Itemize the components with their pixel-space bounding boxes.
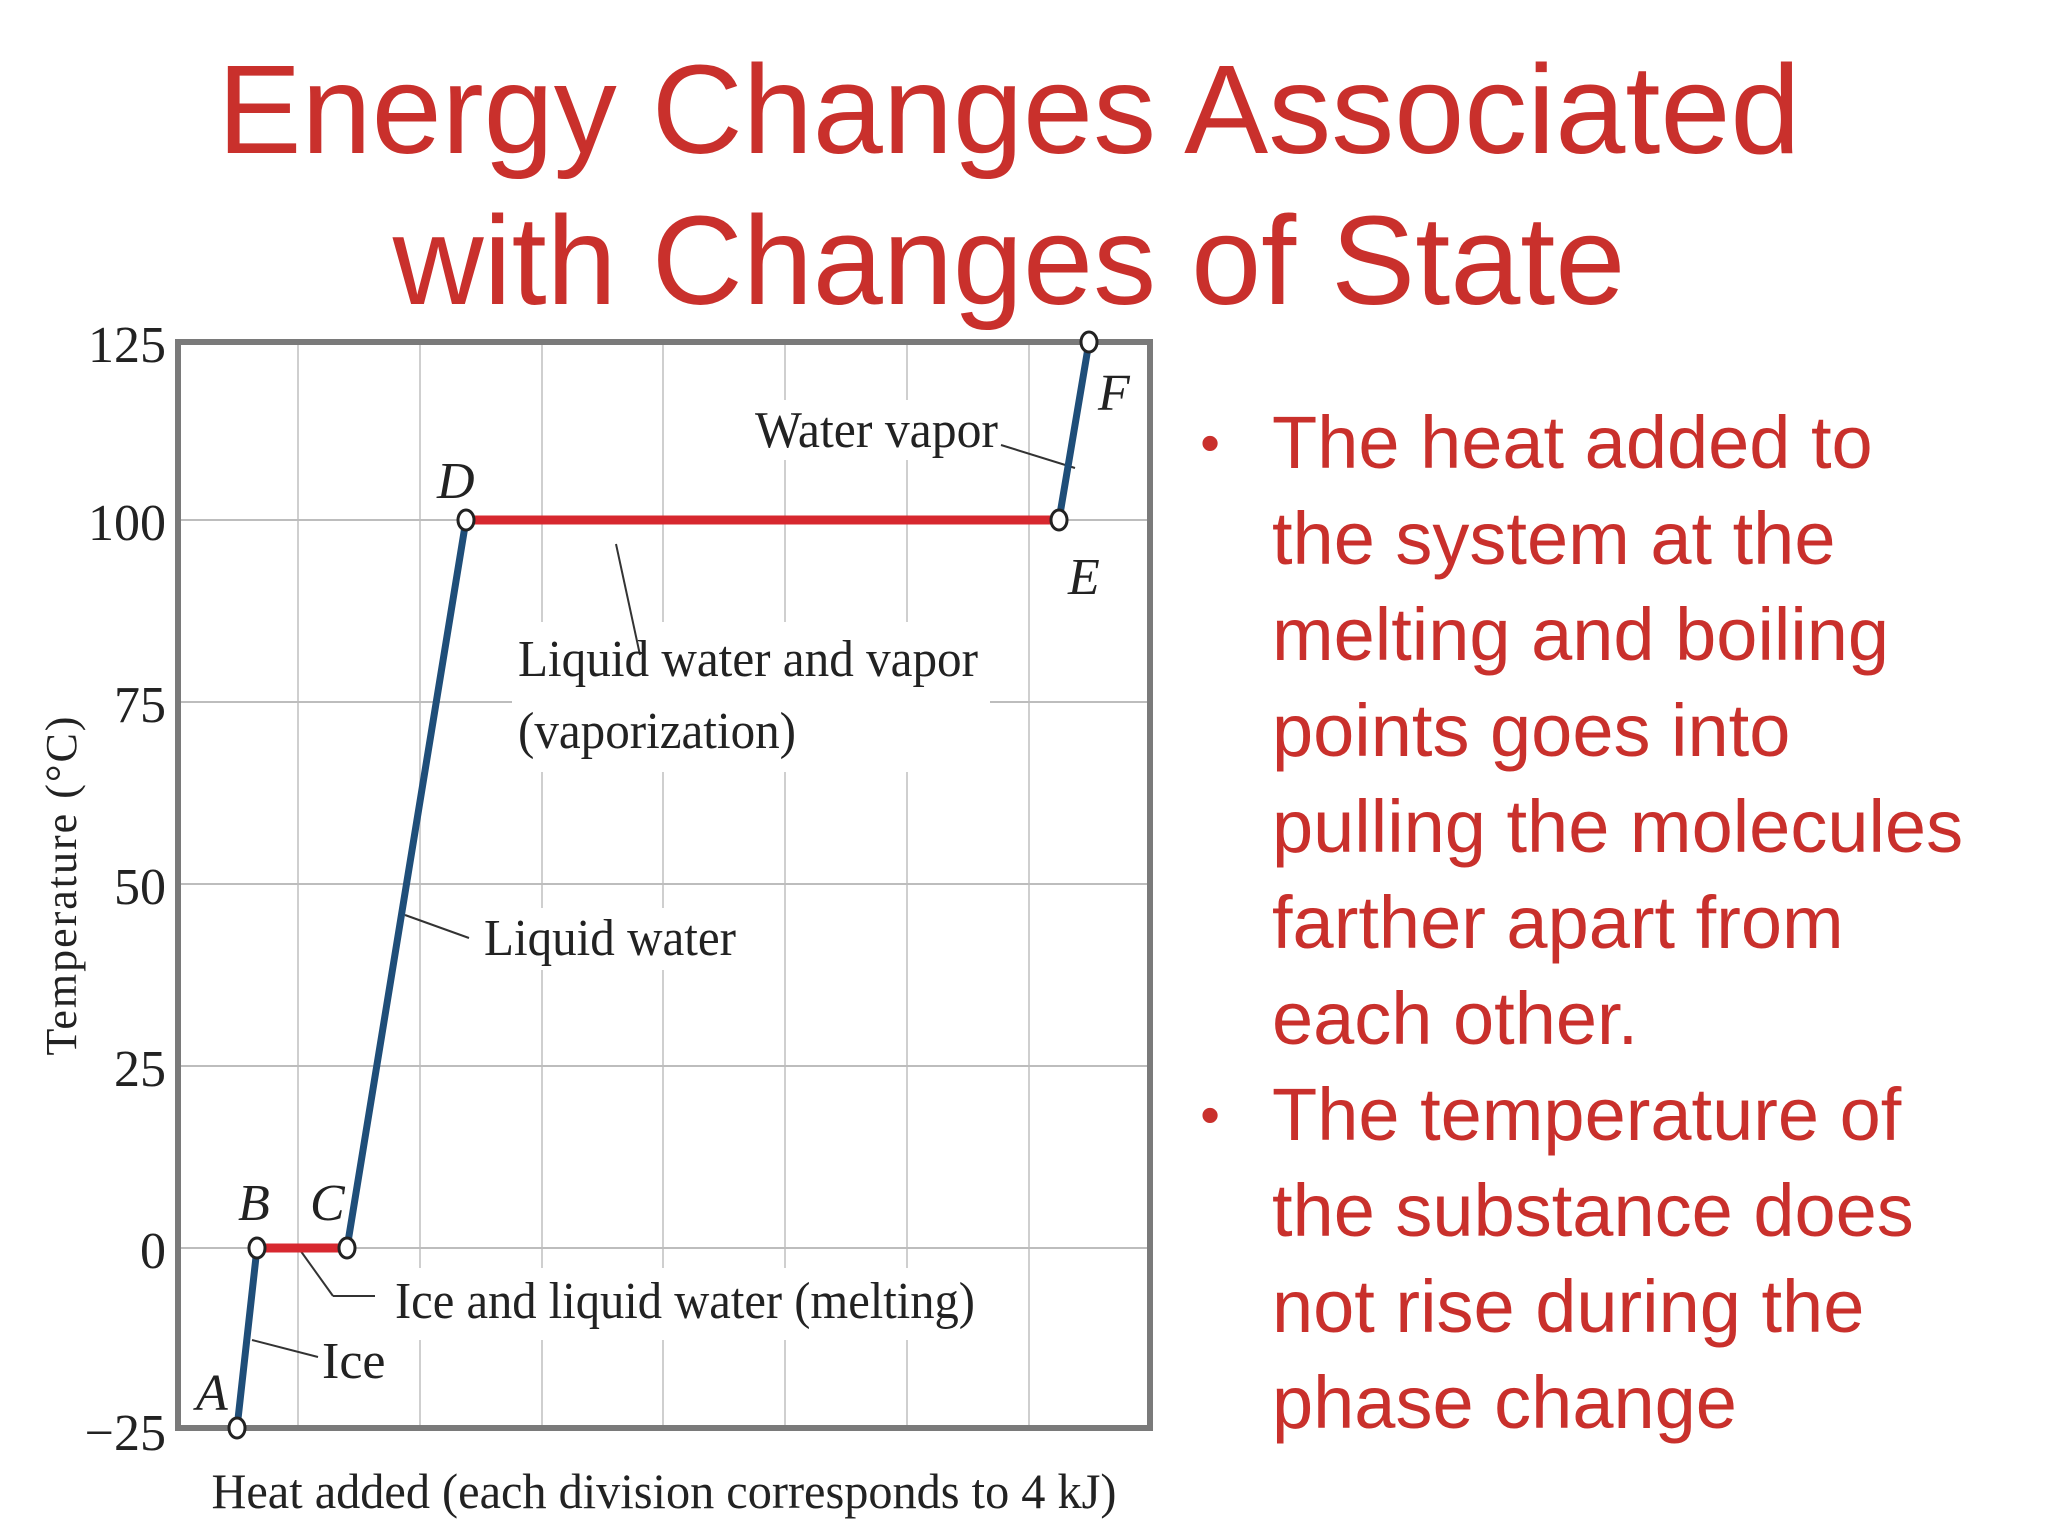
ytick-75: 75 [114,677,166,734]
bullet-2-line-4: phase change [1272,1361,1737,1444]
bullet-list: • The heat added to the system at the me… [1190,395,2040,1451]
bullet-1-line-5: pulling the molecules [1272,785,1964,868]
bullet-1-line-6: farther apart from [1272,881,1844,964]
point-f-marker [1079,330,1099,354]
segment-ice [233,1244,261,1432]
ytick-50: 50 [114,859,166,916]
point-a-marker [227,1416,247,1440]
point-b-marker [247,1236,267,1260]
bullet-2-line-1: The temperature of [1272,1073,1902,1156]
title-line-1: Energy Changes Associated [217,39,1801,180]
bullet-1-line-7: each other. [1272,977,1639,1060]
point-label-b: B [238,1175,270,1232]
segment-liquid [343,516,470,1252]
point-label-d: D [436,453,475,510]
ytick-0: 0 [140,1223,166,1280]
y-axis-title: Temperature (°C) [37,715,86,1056]
bullet-2-line-3: not rise during the [1272,1265,1865,1348]
ytick-100: 100 [88,495,166,552]
heating-curve-chart: A B C D E F 125 100 75 50 25 0 −25 Tempe… [37,317,1153,1519]
bullet-dot-icon: • [1200,1083,1220,1146]
title-line-2: with Changes of State [392,190,1626,331]
plot-frame [175,339,1153,1431]
point-label-a: A [193,1365,228,1422]
point-label-e: E [1067,549,1100,606]
heating-curve-line [233,338,1093,1432]
segment-vapor [1055,338,1093,524]
bullet-item: • The temperature of the substance does … [1190,1067,2040,1451]
point-c-marker [337,1236,357,1260]
annotation-vapor: Water vapor [755,402,998,459]
point-e-marker [1049,508,1069,532]
point-label-c: C [310,1175,346,1232]
point-label-f: F [1097,365,1131,422]
bullet-item: • The heat added to the system at the me… [1190,395,2040,1067]
point-d-marker [456,508,476,532]
ytick-125: 125 [88,317,166,374]
annotation-ice: Ice [322,1333,385,1390]
annotation-liquid: Liquid water [484,910,736,967]
annotation-melting: Ice and liquid water (melting) [395,1273,975,1330]
slide-title: Energy Changes Associated with Changes o… [0,34,2048,336]
bullet-1-line-3: melting and boiling [1272,593,1890,676]
bullet-2-line-2: the substance does [1272,1169,1914,1252]
bullet-1-line-2: the system at the [1272,497,1836,580]
bullet-1-line-4: points goes into [1272,689,1791,772]
x-axis-title: Heat added (each division corresponds to… [212,1463,1117,1519]
bullet-dot-icon: • [1200,411,1220,474]
ytick-minus25: −25 [85,1405,166,1462]
bullet-1-line-1: The heat added to [1272,401,1873,484]
ytick-25: 25 [114,1041,166,1098]
annotation-vaporization-line1: Liquid water and vapor [518,631,978,688]
annotation-vaporization-line2: (vaporization) [518,703,796,760]
